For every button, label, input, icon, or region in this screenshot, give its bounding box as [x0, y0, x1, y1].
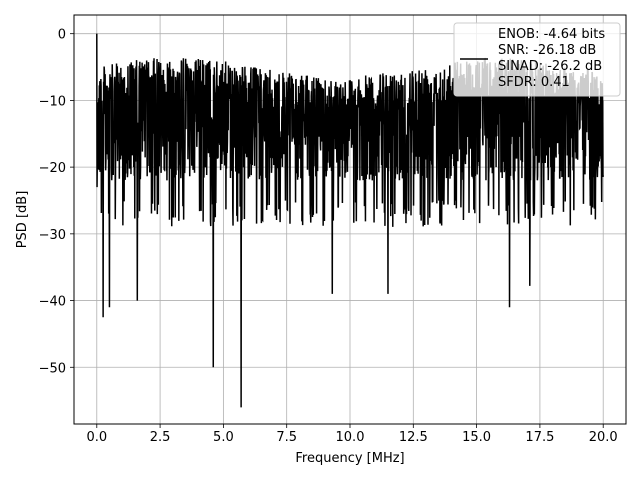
- series-layer: [96, 33, 604, 408]
- x-axis-ticks: 0.0 2.5 5.0 7.5 10.0 12.5 15.0 17.5 20.0: [86, 424, 618, 445]
- x-tick-label: 5.0: [213, 430, 234, 445]
- legend-text-enob: ENOB: -4.64 bits: [498, 27, 605, 42]
- y-tick-label: −20: [39, 161, 66, 176]
- x-tick-label: 2.5: [150, 430, 171, 445]
- y-tick-label: 0: [58, 28, 66, 43]
- x-tick-label: 17.5: [525, 430, 554, 445]
- x-tick-label: 0.0: [86, 430, 107, 445]
- x-tick-label: 15.0: [462, 430, 491, 445]
- psd-series-line: [96, 33, 604, 408]
- y-tick-label: −40: [39, 295, 66, 310]
- y-axis-ticks: 0 −10 −20 −30 −40 −50: [39, 28, 74, 376]
- x-tick-label: 7.5: [276, 430, 297, 445]
- x-axis-label: Frequency [MHz]: [295, 451, 404, 466]
- x-tick-label: 12.5: [399, 430, 428, 445]
- y-tick-label: −50: [39, 361, 66, 376]
- x-tick-label: 20.0: [589, 430, 618, 445]
- legend-text-sinad: SINAD: -26.2 dB: [498, 59, 602, 74]
- x-tick-label: 10.0: [336, 430, 365, 445]
- y-tick-label: −10: [39, 94, 66, 109]
- y-tick-label: −30: [39, 228, 66, 243]
- legend-text-snr: SNR: -26.18 dB: [498, 43, 596, 58]
- legend-text-sfdr: SFDR: 0.41: [498, 75, 570, 90]
- legend-box: [453, 22, 621, 97]
- y-axis-label: PSD [dB]: [15, 191, 30, 249]
- legend: ENOB: -4.64 bits SNR: -26.18 dB SINAD: -…: [453, 22, 621, 97]
